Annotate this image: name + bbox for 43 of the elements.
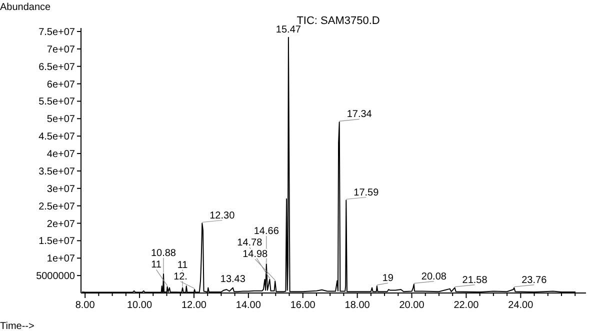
y-tick-label: 2e+07 [46,218,76,230]
y-tick-label: 7.5e+07 [38,26,76,38]
x-tick-label: 16.00 [290,300,316,311]
annotation: 11 [177,260,188,271]
y-tick-label: 4e+07 [46,149,76,160]
annotation: 14.98 [242,249,268,260]
annotation: 17.34 [346,109,372,120]
annotation: 17.59 [354,187,380,198]
annotation: 12.30 [210,210,236,222]
y-tick-label: 1e+07 [46,254,76,265]
annotation: 14.66 [254,226,280,238]
annotation: 11 [151,260,162,271]
y-tick-label: 5e+07 [46,114,76,126]
y-axis-title: Abundance [0,2,52,13]
y-tick-label: 2.5e+07 [38,201,76,212]
annotation: 21.58 [462,274,488,286]
annotation: 14.78 [237,237,263,248]
y-tick-label: 5000000 [36,271,76,282]
y-tick-label: 4.5e+07 [38,132,76,143]
y-tick-label: 3.5e+07 [38,166,76,178]
y-tick-label: 7e+07 [46,44,76,56]
x-tick-label: 20.00 [399,300,425,311]
y-tick-label: 1.5e+07 [38,236,76,248]
x-tick-label: 22.00 [454,300,480,311]
chart-title: TIC: SAM3750.D [296,15,380,27]
x-tick-label: 24.00 [508,300,534,311]
x-tick-label: 8.00 [75,300,96,311]
x-tick-label: 14.00 [236,300,262,311]
annotation: 20.08 [421,271,447,282]
annotation: 19 [382,273,394,284]
annotation: 13.43 [220,274,246,285]
y-tick-label: 3e+07 [46,184,76,195]
x-tick-label: 10.00 [127,300,152,311]
x-tick-label: 12.00 [181,300,207,311]
annotation: 15.47 [276,24,302,36]
y-tick-label: 6.5e+07 [38,62,76,73]
annotation: 12. [174,272,188,283]
annotation: 23.76 [522,274,548,286]
y-tick-label: 5.5e+07 [38,96,76,108]
y-tick-label: 6e+07 [46,79,76,90]
x-tick-label: 18.00 [344,300,370,311]
annotation: 10.88 [150,248,176,259]
x-axis-title: Time--> [0,321,35,331]
